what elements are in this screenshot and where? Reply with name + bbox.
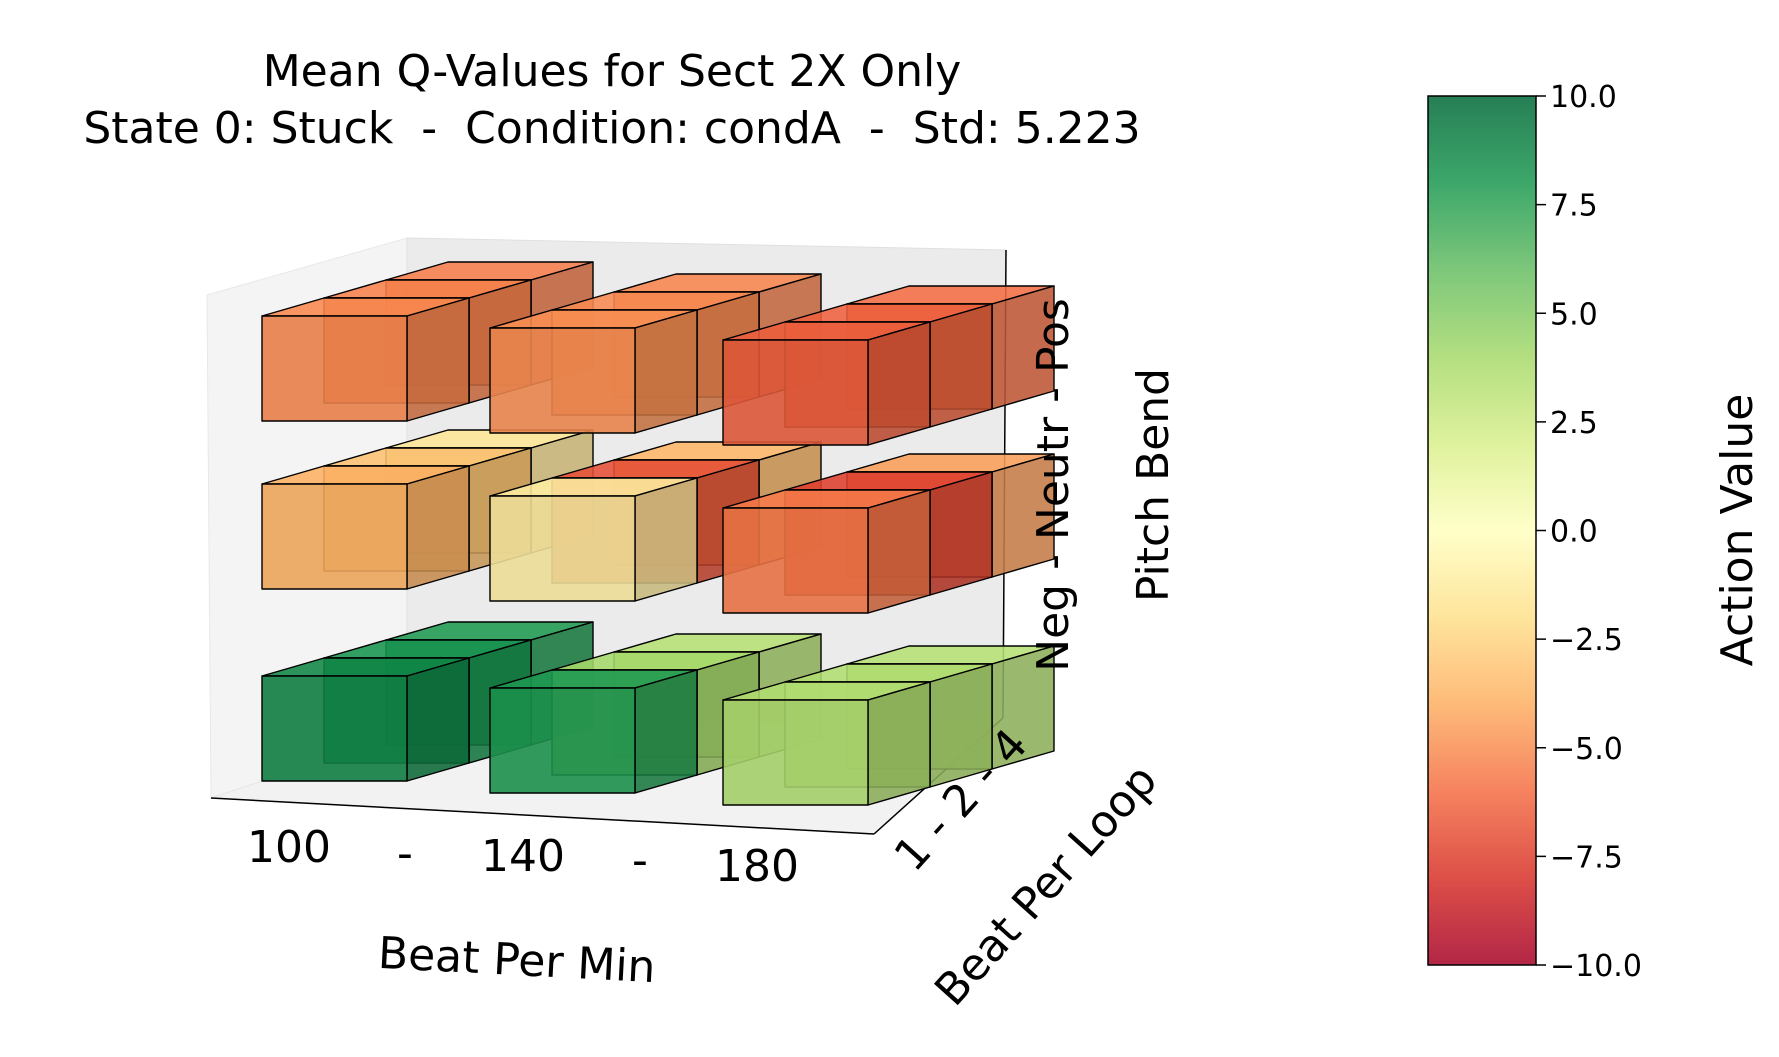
bar-neg-100-1 [261,657,470,782]
bar-pos-140-1 [489,309,698,434]
bar-neg-140-1 [489,669,698,794]
bar-front-face [489,495,636,602]
colorbar-gradient [1427,95,1537,966]
bar-side-face [867,681,931,806]
colorbar-ticks: 10.0 7.5 5.0 2.5 0.0 −2.5 −5.0 −7.5 −10.0 [1536,80,1642,984]
x-axis-line [210,797,875,835]
bars-group [261,261,1055,806]
bar-neutr-140-1 [489,477,698,602]
bar-side-face [929,303,993,428]
colorbar-tick-label: 0.0 [1550,515,1598,550]
bar-front-face [489,687,636,794]
bar-front-face [261,483,408,590]
x-tick-label: 140 [481,831,565,882]
colorbar-tick-label: 2.5 [1550,406,1598,441]
bar-neg-180-1 [722,681,931,806]
bar-front-face [722,507,869,614]
bar-front-face [489,327,636,434]
chart-title: Mean Q-Values for Sect 2X Only [263,46,962,97]
x-axis: 100 - 140 - 180 Beat Per Min [247,822,799,993]
colorbar-tick-label: 10.0 [1550,80,1617,115]
z-tick-labels: Neg - Neutr - Pos [1028,298,1079,672]
colorbar-tick-label: −7.5 [1550,840,1623,875]
colorbar-tick-label: −2.5 [1550,623,1623,658]
bar-side-face [867,321,931,446]
bar-side-face [406,657,470,782]
bar-neutr-180-1 [722,489,931,614]
colorbar-tick-label: −5.0 [1550,732,1623,767]
z-axis: Neg - Neutr - Pos Pitch Bend [1028,298,1179,672]
x-tick-label: 180 [715,841,799,892]
x-axis-label: Beat Per Min [377,928,657,993]
z-axis-label: Pitch Bend [1128,368,1179,602]
bar-side-face [406,465,470,590]
bar-side-face [634,669,698,794]
bar-neutr-100-1 [261,465,470,590]
bar-side-face [634,309,698,434]
colorbar-label: Action Value [1712,394,1763,667]
x-tick-label: 100 [247,822,331,873]
bar-front-face [722,339,869,446]
colorbar-tick-label: 5.0 [1550,297,1598,332]
bar-pos-180-1 [722,321,931,446]
bar-side-face [634,477,698,602]
x-tick-separator: - [397,828,413,879]
chart-subtitle: State 0: Stuck - Condition: condA - Std:… [83,103,1140,154]
colorbar-tick-label: 7.5 [1550,189,1598,224]
bar-side-face [406,297,470,422]
x-tick-separator: - [632,835,648,886]
bar-pos-100-1 [261,297,470,422]
bar-side-face [867,489,931,614]
bar-front-face [722,699,869,806]
bar-side-face [929,471,993,596]
colorbar: 10.0 7.5 5.0 2.5 0.0 −2.5 −5.0 −7.5 −10.0 Action… [1427,80,1763,984]
bar-front-face [261,315,408,422]
bar-front-face [261,675,408,782]
colorbar-tick-label: −10.0 [1550,949,1642,984]
plot-area [206,237,1055,835]
